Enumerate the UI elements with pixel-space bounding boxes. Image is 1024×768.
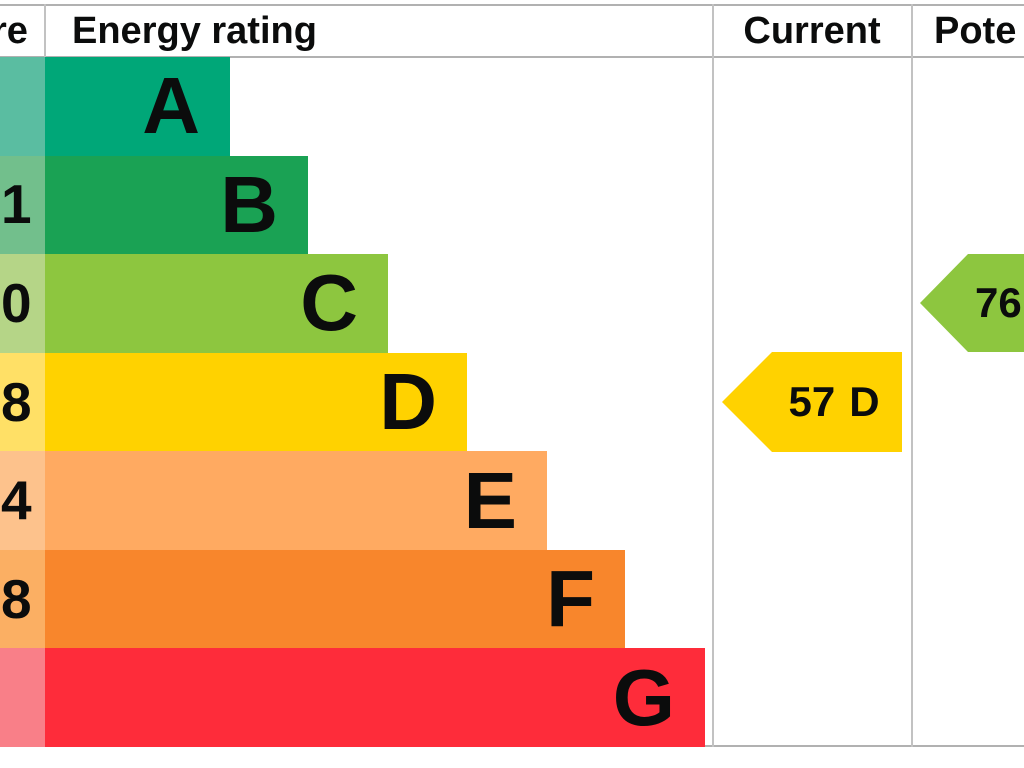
header-divider-line xyxy=(0,56,1024,58)
score-range-cell: 1 xyxy=(0,155,45,255)
band-row-f: 8 F xyxy=(0,549,1024,649)
band-bar-d: D xyxy=(45,352,467,452)
band-bar-c: C xyxy=(45,254,388,353)
band-bar-e: E xyxy=(45,451,547,550)
band-bar-f: F xyxy=(45,549,625,649)
band-row-g: G xyxy=(0,648,1024,748)
score-range-fragment: 8 xyxy=(1,567,32,630)
potential-score: 76 xyxy=(975,279,1022,326)
score-column-header: re xyxy=(0,10,28,52)
score-range-fragment: 4 xyxy=(1,469,32,532)
score-range-cell xyxy=(0,648,45,748)
band-rows: A 1 B 0 C 8 D 4 E 8 F G xyxy=(0,57,1024,748)
band-letter: B xyxy=(220,159,278,249)
band-bar-a: A xyxy=(45,57,230,156)
score-range-fragment: 1 xyxy=(1,173,32,236)
score-range-cell: 4 xyxy=(0,451,45,550)
potential-column-divider xyxy=(911,4,913,747)
band-letter: F xyxy=(546,554,595,644)
band-letter: E xyxy=(463,455,517,545)
band-row-c: 0 C xyxy=(0,254,1024,353)
score-range-fragment: 0 xyxy=(1,271,32,334)
current-column-divider xyxy=(712,4,714,747)
energy-rating-column-header: Energy rating xyxy=(72,10,317,52)
top-border-line xyxy=(0,4,1024,6)
score-range-fragment: 8 xyxy=(1,370,32,433)
score-range-cell: 8 xyxy=(0,352,45,452)
band-bar-b: B xyxy=(45,155,308,255)
band-letter: C xyxy=(300,258,358,348)
current-column-header: Current xyxy=(743,10,881,52)
band-row-e: 4 E xyxy=(0,451,1024,550)
current-score: 57 xyxy=(788,378,836,425)
score-range-cell: 0 xyxy=(0,254,45,353)
band-row-b: 1 B xyxy=(0,155,1024,255)
band-letter: D xyxy=(379,357,437,447)
band-bar-g: G xyxy=(45,648,705,748)
current-band: D xyxy=(849,378,880,425)
score-column-divider xyxy=(44,4,46,57)
score-range-cell xyxy=(0,57,45,156)
potential-column-header: Pote xyxy=(934,10,1017,52)
band-letter: A xyxy=(142,61,200,151)
score-range-cell: 8 xyxy=(0,549,45,649)
band-letter: G xyxy=(612,652,675,742)
band-row-d: 8 D xyxy=(0,352,1024,452)
band-row-a: A xyxy=(0,57,1024,156)
